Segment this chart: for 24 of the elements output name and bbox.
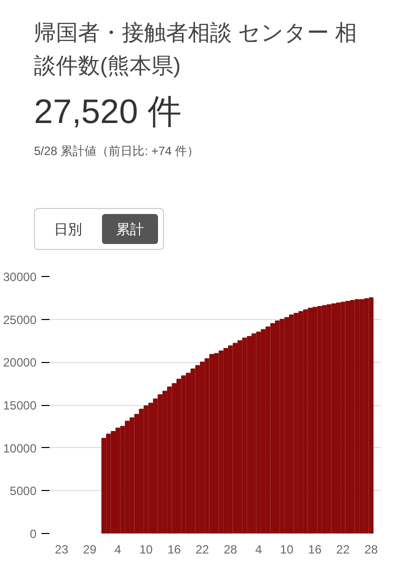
text: 日別 bbox=[53, 220, 83, 239]
x-tick-label: 28 bbox=[224, 542, 238, 556]
x-tick-label: 29 bbox=[83, 542, 97, 556]
x-tick-label: 10 bbox=[139, 542, 153, 556]
y-tick-label: 10000 bbox=[3, 441, 37, 456]
x-tick-label: 16 bbox=[308, 542, 322, 556]
chart-title: 帰国者・接触者相談 センター 相談件数(熊本県) bbox=[34, 19, 358, 80]
x-tick-label: 10 bbox=[280, 542, 294, 556]
text: 累計 bbox=[102, 214, 158, 244]
x-tick-label: 4 bbox=[114, 542, 122, 556]
x-tick-label: 22 bbox=[196, 542, 210, 556]
text: 5/28 累計値（前日比: +74 件） bbox=[34, 142, 200, 160]
y-tick-label: 0 bbox=[30, 527, 37, 541]
text: 27,520 件 bbox=[34, 92, 182, 133]
x-tick-label: 28 bbox=[364, 542, 378, 556]
y-tick-label: 15000 bbox=[3, 398, 37, 412]
y-tick-label: 30000 bbox=[3, 270, 37, 284]
x-tick-label: 22 bbox=[336, 542, 350, 556]
y-tick-label: 20000 bbox=[3, 356, 37, 370]
y-tick-label: 25000 bbox=[3, 312, 37, 327]
x-tick-label: 16 bbox=[167, 542, 182, 556]
y-tick-label: 5000 bbox=[10, 484, 37, 498]
x-tick-label: 4 bbox=[255, 542, 262, 556]
x-tick-label: 23 bbox=[54, 542, 69, 556]
